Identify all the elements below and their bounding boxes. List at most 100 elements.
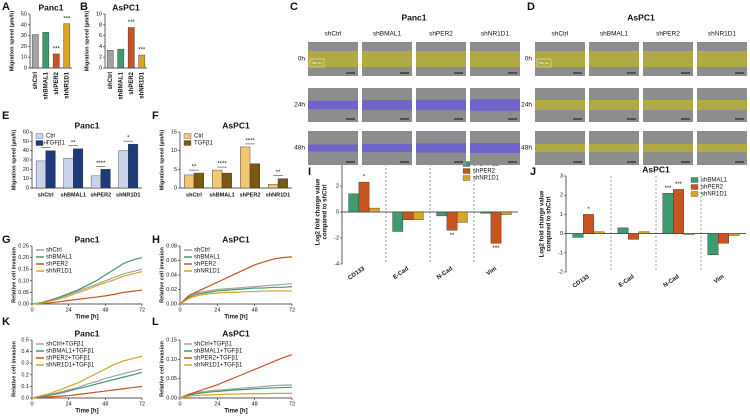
legend-swatch xyxy=(35,140,44,146)
series-line xyxy=(31,385,143,399)
series-line xyxy=(31,355,143,399)
y-tick-label: 0 xyxy=(26,185,29,191)
y-tick-label: -4 xyxy=(334,261,339,267)
y-tick-label: 0.06 xyxy=(166,258,177,264)
bar xyxy=(45,150,56,189)
significance-label: **** xyxy=(245,139,255,145)
x-tick-label: shBMAL1 xyxy=(43,71,49,99)
chart-title: AsPC1 xyxy=(112,2,140,12)
x-tick-label: 48 xyxy=(252,307,258,313)
legend-label: shNR1D1 xyxy=(194,269,221,275)
y-tick-label: 4 xyxy=(99,44,102,50)
series-line xyxy=(179,392,292,399)
y-tick-label: 40 xyxy=(21,22,27,28)
y-axis-label: Migration speed (µm/h) xyxy=(9,11,15,71)
y-tick-label: 0.2 xyxy=(21,372,29,378)
bar xyxy=(456,211,468,223)
wound-area xyxy=(362,144,412,152)
x-tick-label: Vim xyxy=(486,266,498,277)
bar xyxy=(52,53,60,69)
bar xyxy=(500,211,512,215)
y-axis-label: Migration speed (µm/h) xyxy=(159,130,165,190)
y-tick-label: 20 xyxy=(23,167,29,173)
y-tick-label: 30 xyxy=(21,33,27,39)
x-tick-label: shCtrl xyxy=(38,192,54,198)
significance-label: * xyxy=(587,207,590,213)
wound-area xyxy=(308,144,358,152)
bar xyxy=(446,211,458,231)
bar xyxy=(392,211,404,232)
x-tick-label: 48 xyxy=(102,401,108,407)
panel-title: Panc1 xyxy=(401,12,426,22)
y-axis-label: Relative cell invasion xyxy=(11,341,17,397)
y-tick-label: 0.4 xyxy=(21,349,29,355)
y-axis-label: compared to shCtrl xyxy=(323,184,329,239)
significance-label: *** xyxy=(138,48,146,54)
series-line xyxy=(31,257,143,305)
wound-area xyxy=(643,51,693,67)
x-tick-label: shNR1D1 xyxy=(116,192,140,198)
y-tick-label: 50 xyxy=(21,11,27,17)
panel-letter: A xyxy=(2,1,10,13)
y-tick-label: 40 xyxy=(23,148,29,154)
significance-label: **** xyxy=(217,162,227,168)
bar xyxy=(239,146,251,189)
x-tick-label: shBMAL1 xyxy=(61,192,86,198)
wound-area xyxy=(589,51,639,67)
y-tick-label: 0.25 xyxy=(18,243,29,249)
legend-swatch xyxy=(183,140,192,146)
significance-label: ** xyxy=(43,142,48,148)
legend-label: Ctrl xyxy=(46,134,55,140)
y-tick-label: 0.15 xyxy=(18,267,29,273)
y-tick-label: 6 xyxy=(99,33,102,39)
significance-label: * xyxy=(127,136,130,142)
bar xyxy=(673,189,684,234)
bar xyxy=(638,231,650,234)
panel-letter: H xyxy=(152,234,160,246)
panel-letter: I xyxy=(308,166,311,178)
y-tick-label: 2 xyxy=(560,193,563,199)
y-tick-label: 0.00 xyxy=(18,301,29,307)
significance-label: **** xyxy=(96,161,106,167)
x-tick-label: shPER2 xyxy=(90,192,111,198)
y-tick-label: 0.0 xyxy=(21,395,29,401)
legend-label: shNR1D1 xyxy=(473,176,500,182)
legend-label: shPER2 xyxy=(194,262,217,268)
wound-area xyxy=(416,51,466,67)
y-axis-label: Relative cell invasion xyxy=(11,247,17,303)
series-line xyxy=(179,290,292,305)
x-axis-label: Time [h] xyxy=(224,409,247,415)
significance-label: * xyxy=(363,175,366,181)
y-axis-label: Log2 fold change value xyxy=(316,178,322,245)
y-tick-label: 0 xyxy=(174,185,177,191)
scale-bar-label: 500 µm xyxy=(539,61,550,65)
bar xyxy=(358,181,370,213)
x-tick-label: E-Cad xyxy=(392,266,410,281)
bar xyxy=(436,211,448,217)
legend-label: shNR1D1 xyxy=(701,192,728,198)
legend-label: Ctrl xyxy=(194,134,203,140)
bar xyxy=(221,172,233,189)
series-line xyxy=(179,283,293,305)
legend-label: shNR1D1 xyxy=(46,269,73,275)
bar xyxy=(572,233,584,238)
y-tick-label: -2 xyxy=(558,269,563,275)
legend-label: shBMAL1 xyxy=(194,255,221,261)
x-tick-label: shBMAL1 xyxy=(209,192,234,198)
x-tick-label: shBMAL1 xyxy=(118,71,124,99)
wound-area xyxy=(308,100,358,110)
x-tick-label: shNR1D1 xyxy=(266,192,290,198)
x-axis-label: Time [h] xyxy=(224,315,247,321)
bar xyxy=(73,148,84,189)
column-label: shNR1D1 xyxy=(708,31,737,38)
wound-area xyxy=(589,100,639,110)
legend-label: shBMAL1+TGFβ1 xyxy=(194,349,243,355)
x-tick-label: shNR1D1 xyxy=(64,71,70,98)
y-axis-label: Relative cell invasion xyxy=(159,247,165,303)
bar xyxy=(707,233,719,255)
series-line xyxy=(31,289,143,305)
y-tick-label: 0.05 xyxy=(166,376,177,382)
x-tick-label: 72 xyxy=(289,401,295,407)
chart-title: AsPC1 xyxy=(222,328,250,338)
x-tick-label: CD133 xyxy=(572,274,591,290)
